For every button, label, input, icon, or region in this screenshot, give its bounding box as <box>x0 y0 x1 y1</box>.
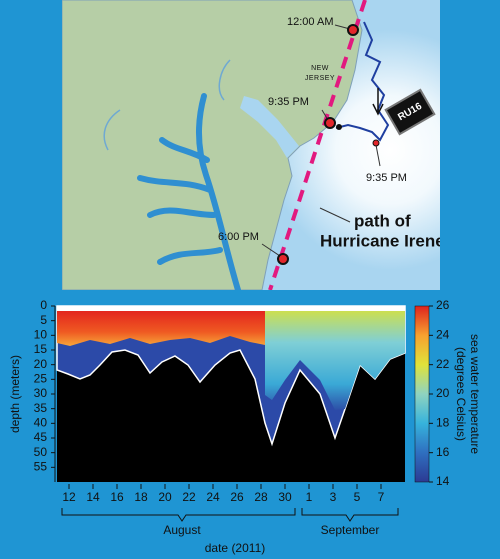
x-tick-label: 5 <box>354 490 361 504</box>
y-tick-label: 40 <box>34 416 48 430</box>
y-tick-label: 0 <box>40 298 47 312</box>
y-tick-label: 45 <box>34 430 48 444</box>
colorbar-tick-label: 14 <box>436 474 450 488</box>
chesapeake-bay <box>137 93 241 290</box>
warm-layer <box>57 311 265 346</box>
x-axis-title: date (2011) <box>205 541 266 555</box>
section-plot <box>54 305 406 482</box>
time-label: 9:35 PM <box>366 172 407 184</box>
leader-line <box>375 144 381 167</box>
month-brace <box>301 508 399 522</box>
month-label: September <box>321 523 380 537</box>
x-tick-label: 16 <box>110 490 124 504</box>
y-tick-label: 5 <box>40 313 47 327</box>
glider-icon: RU16 <box>384 88 436 136</box>
x-tick-label: 22 <box>182 490 196 504</box>
month-label: August <box>163 523 201 537</box>
x-tick-label: 1 <box>306 490 313 504</box>
x-tick-label: 18 <box>134 490 148 504</box>
y-tick-label: 15 <box>34 342 48 356</box>
y-tick-label: 50 <box>34 445 48 459</box>
colorbar-tick-label: 18 <box>436 416 450 430</box>
time-label: 6:00 PM <box>218 231 259 243</box>
path-annotation: path of <box>354 211 411 230</box>
x-tick-label: 26 <box>230 490 244 504</box>
map: RU16 12:00 AM NEW JERSEY 9:35 PM 9:35 PM… <box>62 0 445 290</box>
x-tick-label: 24 <box>206 490 220 504</box>
time-label: 9:35 PM <box>268 96 309 108</box>
colorbar-tick-label: 22 <box>436 357 450 371</box>
colorbar <box>414 305 430 483</box>
x-tick-label: 28 <box>254 490 268 504</box>
x-tick-label: 3 <box>330 490 337 504</box>
colorbar-tick-label: 16 <box>436 445 450 459</box>
x-tick-label: 14 <box>86 490 100 504</box>
x-tick-label: 12 <box>62 490 76 504</box>
x-tick-label: 20 <box>158 490 172 504</box>
land <box>62 0 363 290</box>
position-marker <box>347 24 359 36</box>
month-brace <box>61 508 296 522</box>
state-label: NEW <box>311 65 329 72</box>
x-tick-label: 30 <box>278 490 292 504</box>
colorbar-title: sea water temperature <box>468 334 482 454</box>
y-axis-title: depth (meters) <box>8 355 22 433</box>
position-marker <box>336 124 342 130</box>
position-marker <box>372 139 380 147</box>
time-label: 12:00 AM <box>287 16 333 28</box>
y-tick-label: 25 <box>34 372 48 386</box>
y-tick-label: 30 <box>34 386 48 400</box>
x-tick-label: 7 <box>378 490 385 504</box>
direction-arrow <box>372 88 384 116</box>
y-tick-label: 10 <box>34 328 48 342</box>
colorbar-tick-label: 20 <box>436 386 450 400</box>
hurricane-path <box>268 0 367 290</box>
colorbar-tick-label: 26 <box>436 298 450 312</box>
mixed-water <box>265 306 405 410</box>
leader-line <box>261 243 281 257</box>
y-tick-label: 20 <box>34 357 48 371</box>
colorbar-tick-label: 24 <box>436 328 450 342</box>
surface-gap <box>57 306 405 311</box>
state-label: JERSEY <box>305 75 335 82</box>
y-tick-label: 55 <box>34 460 48 474</box>
leader-line <box>319 207 351 223</box>
river <box>103 59 231 151</box>
delaware-bay <box>240 96 299 158</box>
position-marker <box>324 117 336 129</box>
path-annotation: Hurricane Irene <box>320 231 445 250</box>
colorbar-title: (degrees Celsius) <box>454 347 468 441</box>
position-marker <box>277 253 289 265</box>
y-tick-label: 35 <box>34 401 48 415</box>
